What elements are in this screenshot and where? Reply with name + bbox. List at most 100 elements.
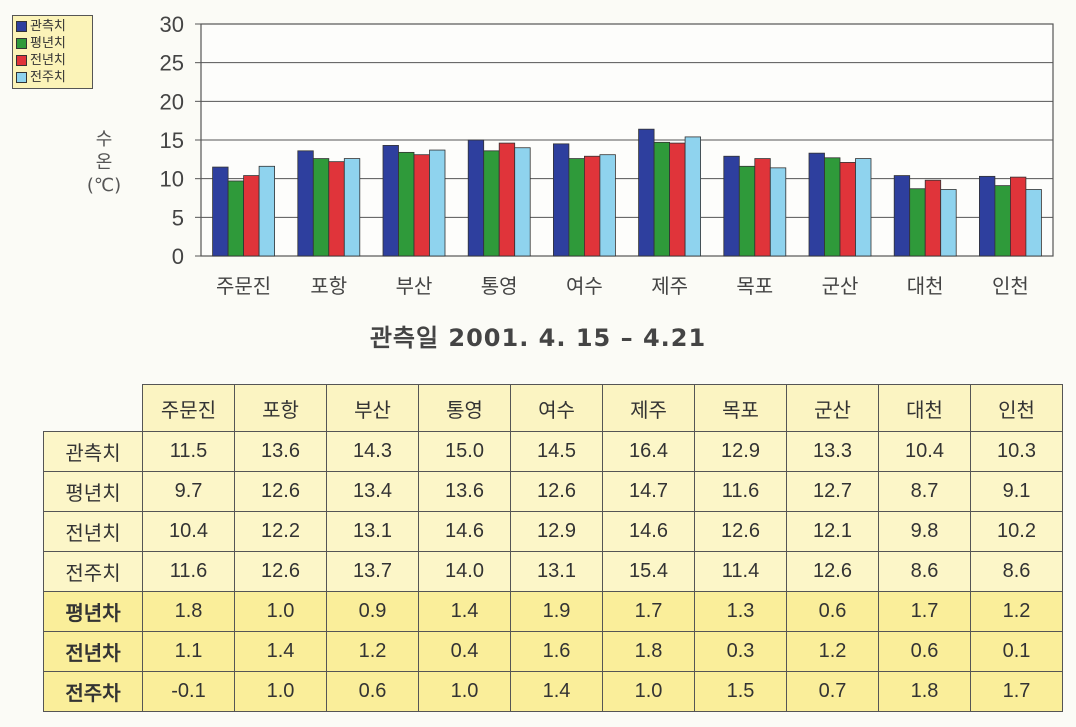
table-cell: 12.1 (786, 511, 879, 552)
x-tick-label: 대천 (907, 274, 944, 298)
x-tick-label: 목포 (736, 274, 773, 298)
y-tick-label: 30 (160, 12, 184, 37)
bar-관측치 (553, 143, 570, 257)
bar-평년치 (398, 151, 415, 257)
table-cell: 15.4 (602, 551, 695, 592)
table-cell: 12.6 (510, 471, 603, 512)
table-cell: 0.9 (326, 591, 419, 632)
table-cell: 0.7 (786, 671, 879, 712)
table-cell: 9.7 (142, 471, 235, 512)
table-cell: 0.6 (786, 591, 879, 632)
bar-전주치 (514, 147, 531, 257)
table-cell: 8.6 (878, 551, 971, 592)
table-cell: 1.2 (786, 631, 879, 672)
legend-item: 관측치 (16, 18, 89, 35)
bar-관측치 (638, 128, 655, 257)
table-cell: 1.9 (510, 591, 603, 632)
legend-label: 전년치 (30, 53, 66, 68)
row-header: 전주차 (43, 671, 143, 712)
bar-전주치 (599, 154, 616, 257)
table-cell: 1.1 (142, 631, 235, 672)
table-cell: 12.6 (234, 471, 327, 512)
table-cell: 10.4 (142, 511, 235, 552)
table-cell: 11.5 (142, 431, 235, 472)
y-tick-label: 0 (172, 244, 184, 269)
bar-평년치 (824, 157, 841, 257)
table-cell: 0.3 (694, 631, 787, 672)
bar-관측치 (893, 175, 911, 257)
table-cell: 12.6 (786, 551, 879, 592)
legend-label: 관측치 (30, 19, 66, 34)
bar-전년치 (669, 142, 686, 257)
bar-평년치 (994, 185, 1011, 257)
bar-전년치 (1010, 176, 1027, 257)
bar-평년치 (312, 158, 330, 257)
table-cell: 1.0 (602, 671, 695, 712)
table-row: 전주차 -0.1 1.0 0.6 1.0 1.4 1.0 1.5 0.7 1.8 1.7 (43, 671, 1063, 712)
bar-전년치 (328, 161, 345, 257)
table-cell: 9.8 (878, 511, 971, 552)
legend-item: 평년치 (16, 35, 89, 52)
row-header: 평년차 (43, 591, 143, 632)
x-tick-label: 부산 (396, 274, 433, 298)
column-header: 여수 (510, 384, 603, 432)
bar-전주치 (855, 158, 872, 257)
row-header: 전주치 (43, 551, 143, 592)
column-header: 인천 (970, 384, 1063, 432)
table-cell: 13.1 (326, 511, 419, 552)
legend-swatch (16, 21, 27, 32)
table-cell: 0.6 (326, 671, 419, 712)
column-header: 목포 (694, 384, 787, 432)
column-header: 주문진 (142, 384, 235, 432)
legend-label: 전주치 (30, 70, 66, 85)
table-cell: 12.2 (234, 511, 327, 552)
table-cell: 10.4 (878, 431, 971, 472)
table-cell: 10.2 (970, 511, 1063, 552)
table-cell: 1.8 (142, 591, 235, 632)
bar-전주치 (343, 158, 361, 257)
table-cell: 1.8 (878, 671, 971, 712)
bar-평년치 (227, 180, 245, 257)
y-axis-label-line: 온 (95, 152, 113, 173)
data-table: 주문진 포항 부산 통영 여수 제주 목포 군산 대천 인천 관측치 11.5 13.6 14.3 15.0… (43, 384, 1063, 712)
y-axis-label-line: (℃) (86, 175, 122, 196)
column-header: 대천 (878, 384, 971, 432)
bar-전주치 (429, 149, 446, 257)
table-cell: 11.6 (142, 551, 235, 592)
table-cell: 11.6 (694, 471, 787, 512)
bar-전주치 (258, 165, 276, 257)
table-row: 평년차 1.8 1.0 0.9 1.4 1.9 1.7 1.3 0.6 1.7 1.2 (43, 591, 1063, 632)
column-header: 제주 (602, 384, 695, 432)
table-cell: 9.1 (970, 471, 1063, 512)
table-cell: 1.4 (234, 631, 327, 672)
row-header: 관측치 (43, 431, 143, 472)
table-row: 관측치 11.5 13.6 14.3 15.0 14.5 16.4 12.9 13.3 10.4 1… (43, 431, 1063, 472)
x-tick-label: 군산 (822, 274, 859, 298)
table-cell: 0.6 (878, 631, 971, 672)
x-tick-label: 여수 (566, 274, 603, 298)
table-row: 전년차 1.1 1.4 1.2 0.4 1.6 1.8 0.3 1.2 0.6 0.1 (43, 631, 1063, 672)
y-axis-label-line: 수 (95, 129, 113, 150)
table-cell: 12.9 (694, 431, 787, 472)
table-cell: 1.7 (878, 591, 971, 632)
row-header: 전년치 (43, 511, 143, 552)
table-cell: 13.6 (418, 471, 511, 512)
legend-label: 평년치 (30, 36, 66, 51)
column-header: 군산 (786, 384, 879, 432)
y-tick-label: 10 (160, 167, 184, 192)
bar-전년치 (924, 179, 942, 257)
table-cell: 1.2 (326, 631, 419, 672)
bar-평년치 (483, 150, 500, 257)
table-cell: 1.0 (418, 671, 511, 712)
bar-관측치 (723, 155, 740, 257)
bar-평년치 (653, 141, 670, 257)
table-cell: 1.4 (510, 671, 603, 712)
table-cell: 13.6 (234, 431, 327, 472)
row-header: 평년치 (43, 471, 143, 512)
table-cell: 1.2 (970, 591, 1063, 632)
table-cell: 12.7 (786, 471, 879, 512)
bar-전주치 (1025, 189, 1042, 257)
bar-관측치 (808, 152, 825, 257)
x-tick-label: 주문진 (216, 274, 271, 298)
y-axis-label: 수 온 (℃) (84, 128, 124, 197)
